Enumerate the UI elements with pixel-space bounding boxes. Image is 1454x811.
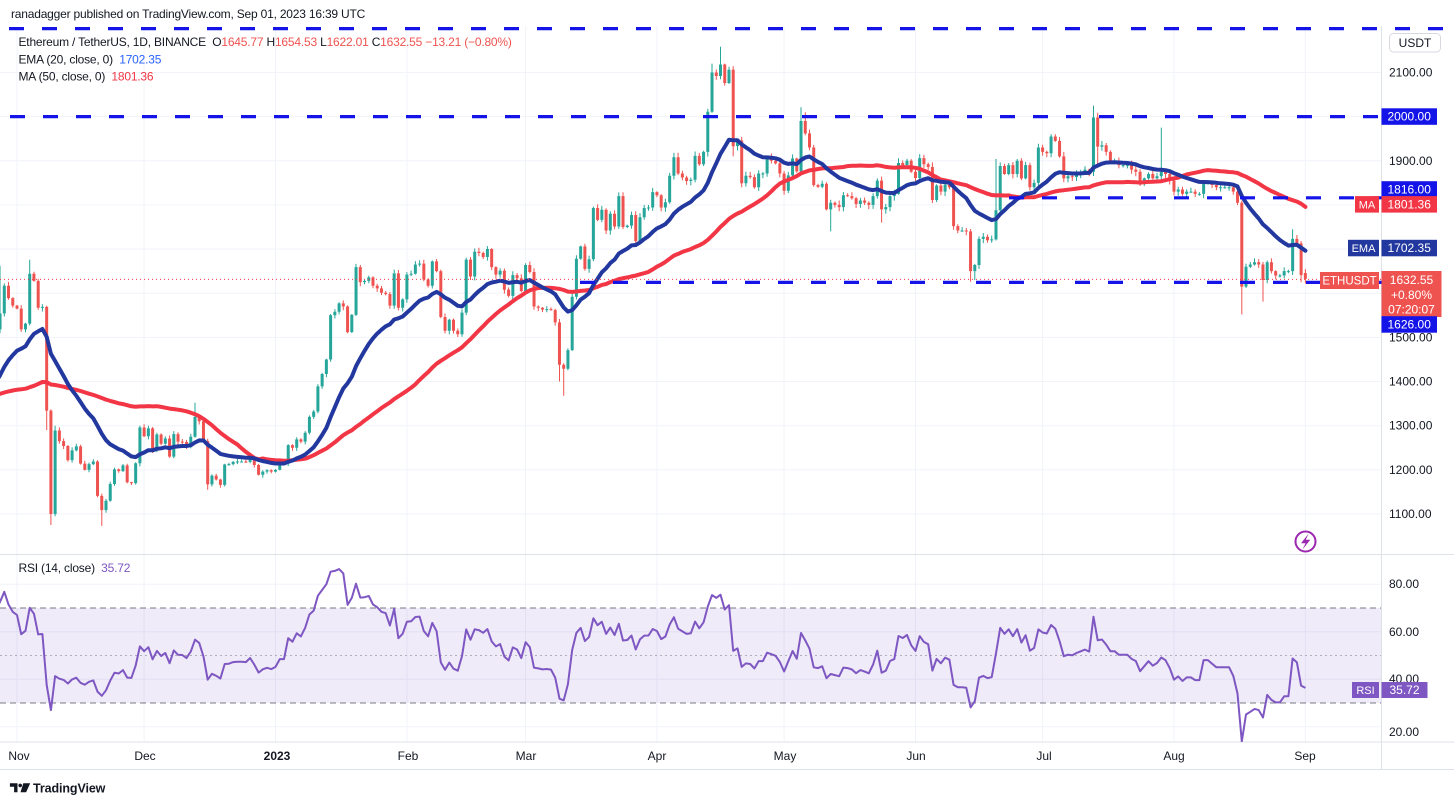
svg-text:Feb: Feb	[398, 749, 419, 763]
svg-text:RSI (14, close) 35.72: RSI (14, close) 35.72	[19, 561, 131, 575]
svg-text:Dec: Dec	[134, 749, 155, 763]
svg-text:Aug: Aug	[1163, 749, 1184, 763]
svg-text:EMA: EMA	[1352, 243, 1377, 255]
svg-text:1626.00: 1626.00	[1388, 318, 1432, 332]
svg-text:35.72: 35.72	[1389, 683, 1419, 697]
svg-text:20.00: 20.00	[1389, 725, 1419, 739]
svg-text:Jul: Jul	[1036, 749, 1051, 763]
svg-text:MA (50, close, 0) 1801.36: MA (50, close, 0) 1801.36	[19, 70, 154, 84]
svg-text:1816.00: 1816.00	[1388, 183, 1432, 197]
svg-text:80.00: 80.00	[1389, 577, 1419, 591]
svg-text:Apr: Apr	[648, 749, 667, 763]
svg-text:Jun: Jun	[906, 749, 925, 763]
svg-text:Ethereum / TetherUS, 1D, BINAN: Ethereum / TetherUS, 1D, BINANCE O1645.7…	[19, 35, 512, 49]
svg-text:2100.00: 2100.00	[1389, 65, 1433, 79]
svg-text:TradingView: TradingView	[33, 782, 106, 796]
svg-text:1801.36: 1801.36	[1388, 197, 1432, 211]
svg-text:1200.00: 1200.00	[1389, 463, 1433, 477]
svg-text:+0.80%: +0.80%	[1391, 288, 1432, 302]
svg-text:60.00: 60.00	[1389, 625, 1419, 639]
svg-text:USDT: USDT	[1399, 36, 1432, 50]
svg-text:ranadagger published on Tradin: ranadagger published on TradingView.com,…	[11, 7, 366, 21]
svg-text:Sep: Sep	[1294, 749, 1316, 763]
svg-text:1100.00: 1100.00	[1389, 507, 1432, 521]
svg-text:MA: MA	[1359, 199, 1376, 211]
svg-text:2023: 2023	[264, 749, 291, 763]
svg-text:1900.00: 1900.00	[1389, 154, 1433, 168]
svg-text:Nov: Nov	[8, 749, 29, 763]
svg-text:1702.35: 1702.35	[1388, 241, 1432, 255]
svg-text:07:20:07: 07:20:07	[1388, 303, 1435, 317]
svg-text:May: May	[774, 749, 797, 763]
svg-text:Mar: Mar	[516, 749, 537, 763]
svg-text:ETHUSDT: ETHUSDT	[1322, 276, 1376, 288]
svg-text:1500.00: 1500.00	[1389, 330, 1433, 344]
svg-text:RSI: RSI	[1356, 685, 1374, 697]
svg-text:1400.00: 1400.00	[1389, 375, 1433, 389]
svg-text:1300.00: 1300.00	[1389, 419, 1433, 433]
svg-text:EMA (20, close, 0) 1702.35: EMA (20, close, 0) 1702.35	[19, 53, 162, 67]
svg-text:2000.00: 2000.00	[1388, 110, 1432, 124]
svg-text:1632.55: 1632.55	[1390, 273, 1434, 287]
